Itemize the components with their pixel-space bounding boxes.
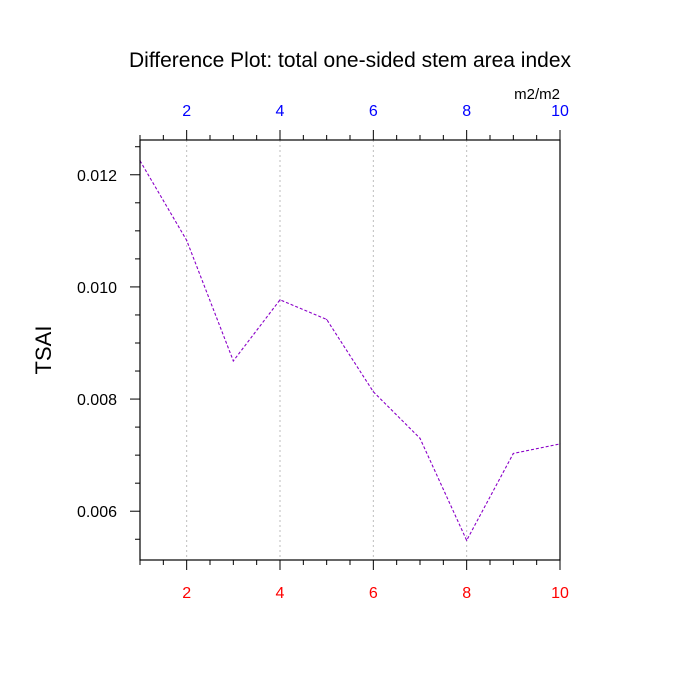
y-tick-label: 0.012: [77, 168, 117, 185]
series-line-0: [139, 160, 561, 542]
x-tick-label-top: 2: [182, 103, 191, 120]
data-point: [466, 539, 468, 541]
plot-frame: [139, 139, 561, 561]
x-tick-label-top: 10: [551, 103, 569, 120]
data-point: [232, 360, 234, 362]
units-label: m2/m2: [514, 86, 560, 103]
y-tick-label: 0.010: [77, 280, 117, 297]
y-tick-label: 0.008: [77, 392, 117, 409]
x-tick-label-bottom: 8: [462, 585, 471, 602]
series-layer: [139, 160, 561, 542]
x-tick-label-bottom: 4: [276, 585, 285, 602]
axis-ticks: [130, 130, 561, 570]
x-tick-label-top: 4: [276, 103, 285, 120]
y-axis-label: TSAI: [31, 326, 56, 375]
x-tick-label-top: 6: [369, 103, 378, 120]
tick-labels: 2 2 4 4 6 6 8 8 10 10 0.006 0.008 0.010 0.012: [77, 103, 569, 602]
data-point: [186, 239, 188, 241]
grid: [186, 140, 561, 560]
x-tick-label-bottom: 6: [369, 585, 378, 602]
data-point: [326, 318, 328, 321]
y-tick-label: 0.006: [77, 504, 117, 521]
chart-title: Difference Plot: total one-sided stem ar…: [129, 49, 572, 72]
data-point: [419, 437, 421, 439]
x-tick-label-bottom: 10: [551, 585, 569, 602]
data-point: [372, 391, 374, 393]
data-point: [512, 452, 514, 455]
data-point: [279, 299, 281, 301]
x-tick-label-top: 8: [462, 103, 471, 120]
x-tick-label-bottom: 2: [182, 585, 191, 602]
